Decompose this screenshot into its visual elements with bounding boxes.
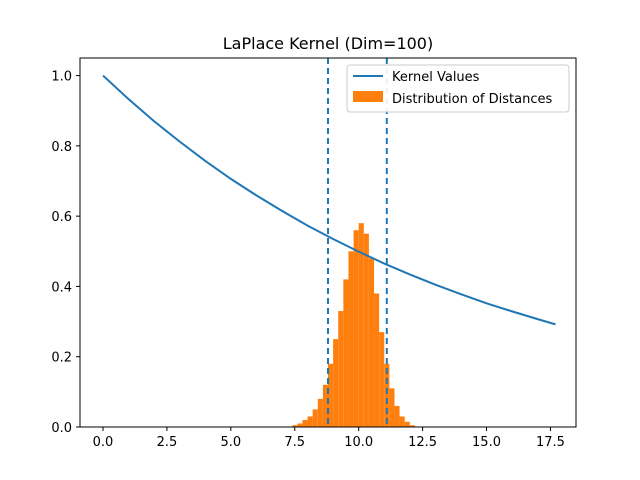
legend-box (346, 64, 570, 113)
histogram-bar (317, 398, 323, 427)
histogram-bar (399, 416, 405, 427)
histogram-bar (328, 363, 334, 427)
kernel-values-line (102, 74, 556, 326)
histogram-bar (389, 388, 395, 427)
histogram-bar (353, 230, 359, 427)
y-tick-label: 0.6 (51, 210, 72, 225)
histogram-bar (302, 419, 308, 427)
y-tick-label: 0.8 (51, 140, 72, 155)
chart-title: LaPlace Kernel (Dim=100) (223, 34, 433, 53)
legend-distribution-label: Distribution of Distances (392, 92, 552, 107)
x-tick-label: 12.5 (408, 435, 437, 450)
histogram-bar (343, 279, 349, 427)
y-tick-label: 1.0 (51, 70, 72, 85)
histogram-bar (307, 416, 313, 427)
histogram-bar (297, 423, 303, 427)
x-tick-label: 17.5 (536, 435, 565, 450)
legend: Kernel Values Distribution of Distances (346, 64, 570, 113)
x-tick-label: 0.0 (93, 435, 114, 450)
histogram-bar (404, 421, 410, 427)
histogram-bar (384, 363, 390, 427)
y-tick-label: 0.4 (51, 280, 72, 295)
x-tick-label: 15.0 (472, 435, 501, 450)
histogram-bar (394, 405, 400, 427)
axes-frame (79, 57, 577, 428)
histogram-bar (363, 233, 369, 427)
histogram-bar (312, 409, 318, 427)
histogram-bar (368, 258, 375, 427)
x-tick-label: 5.0 (221, 435, 242, 450)
y-tick-label: 0.2 (51, 351, 72, 366)
histogram-bar (333, 339, 339, 427)
y-tick-label: 0.0 (51, 421, 72, 436)
histogram-bar (322, 384, 328, 427)
histogram-bar (348, 251, 354, 427)
x-tick-label: 7.5 (284, 435, 305, 450)
histogram-bar (374, 293, 380, 427)
legend-distribution-swatch (353, 91, 383, 102)
histogram-bar (338, 311, 344, 427)
histogram-bar (409, 425, 415, 427)
axes: 0.0 2.5 5.0 7.5 10.0 12.5 15.0 17.5 0.0 0.2 0.4 0.6… (51, 57, 577, 450)
plot-area (102, 58, 556, 427)
histogram-bar (358, 223, 364, 427)
x-tick-label: 10.0 (344, 435, 373, 450)
x-tick-label: 2.5 (157, 435, 178, 450)
legend-kernel-label: Kernel Values (392, 70, 480, 85)
histogram-bar (292, 425, 298, 427)
histogram-bar (379, 332, 385, 427)
